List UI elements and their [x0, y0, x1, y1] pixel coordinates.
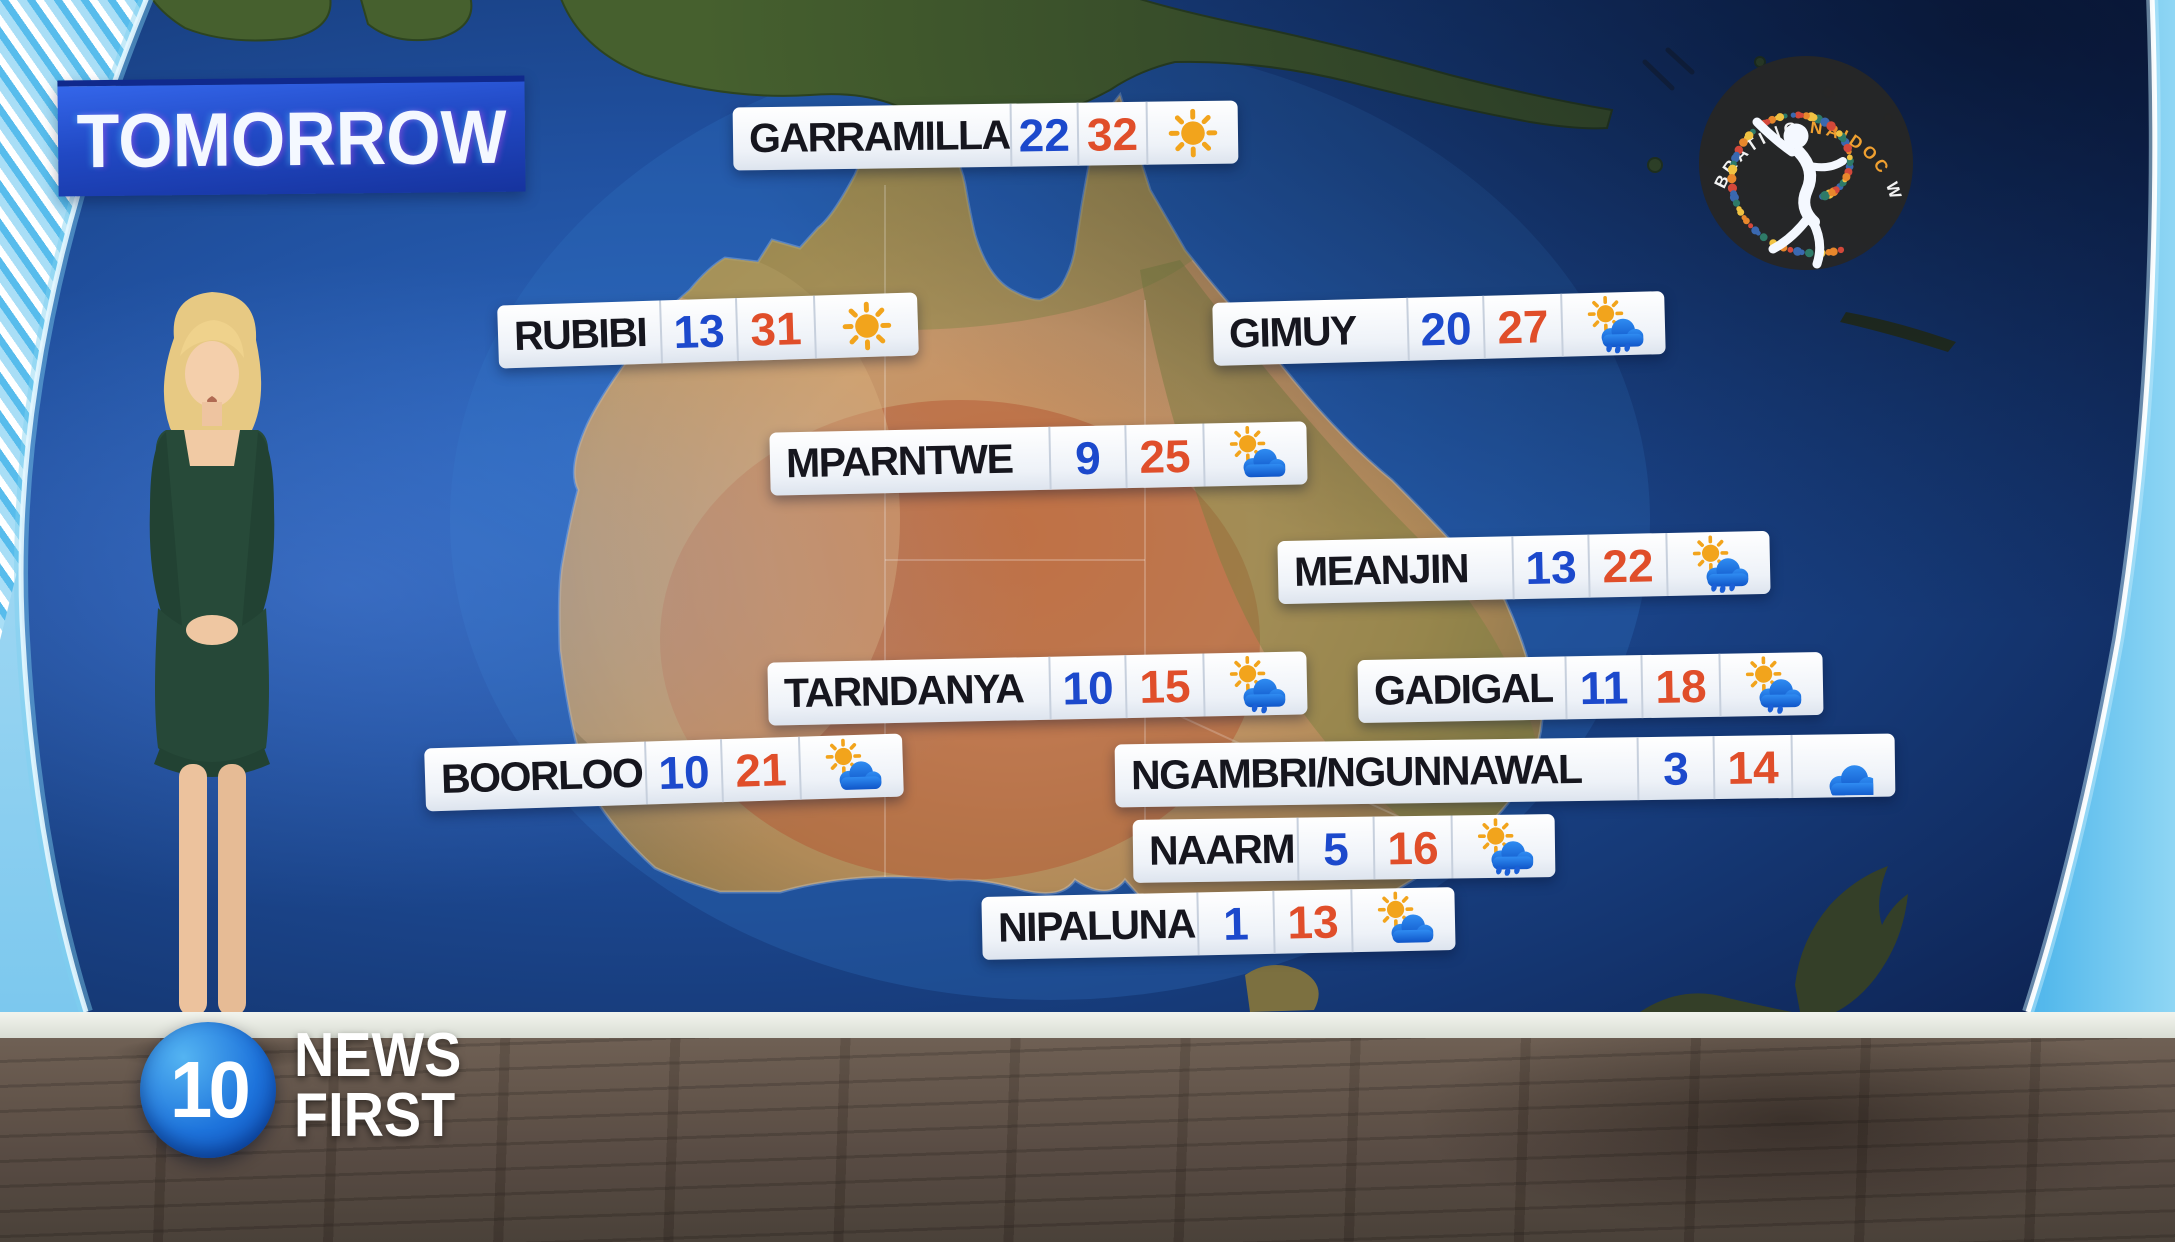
weather-label: MPARNTWE 9 25 — [769, 421, 1308, 496]
max-temp: 18 — [1640, 653, 1720, 719]
location-name: MEANJIN — [1293, 545, 1469, 595]
segment-banner: TOMORROW — [57, 75, 526, 197]
location-name: GARRAMILLA — [748, 111, 1010, 162]
wordmark-line2: FIRST — [294, 1080, 456, 1150]
light-shower-icon — [1718, 651, 1824, 717]
min-temp: 5 — [1296, 816, 1374, 881]
min-temp: 13 — [1511, 534, 1589, 600]
weather-label: NGAMBRI/NGUNNAWAL 3 14 — [1114, 733, 1896, 808]
max-temp: 25 — [1124, 423, 1204, 489]
min-temp: 11 — [1564, 655, 1642, 720]
location-name: MPARNTWE — [785, 435, 1013, 487]
naidoc-week-badge: CELEBRATING NAIDOC WEEK — [1695, 52, 1913, 270]
shower-icon — [1665, 530, 1771, 597]
sunny-icon — [812, 292, 919, 359]
max-temp: 31 — [734, 295, 815, 362]
wordmark-line1: NEWS — [294, 1021, 462, 1090]
weather-label: NIPALUNA 1 13 — [981, 887, 1456, 960]
badge-dancer-figure — [1752, 117, 1847, 269]
channel-10-logo: 10 — [140, 1022, 276, 1158]
shower-icon — [1450, 814, 1556, 879]
light-shower-icon — [1202, 651, 1308, 717]
min-temp: 3 — [1636, 736, 1714, 801]
max-temp: 13 — [1272, 889, 1352, 954]
cloudy-icon — [1790, 733, 1896, 799]
weather-label: TARNDANYA 10 15 — [767, 651, 1308, 726]
partly-cloudy-icon — [797, 733, 904, 800]
weather-label: NAARM 5 16 — [1132, 814, 1556, 883]
presenter-figure — [149, 292, 275, 1035]
location-name: GIMUY — [1228, 307, 1357, 357]
max-temp: 22 — [1587, 533, 1667, 598]
max-temp: 21 — [719, 736, 800, 803]
floor-shadow — [1300, 1038, 2175, 1242]
weather-label: BOORLOO 10 21 — [424, 733, 904, 812]
max-temp: 16 — [1372, 815, 1452, 880]
min-temp: 10 — [1048, 655, 1126, 720]
channel-number: 10 — [169, 1045, 251, 1134]
weather-presenter — [149, 292, 275, 1035]
min-temp: 13 — [659, 298, 737, 364]
min-temp: 22 — [1009, 102, 1078, 167]
weather-label: RUBIBI 13 31 — [497, 292, 919, 369]
weather-label: MEANJIN 13 22 — [1277, 530, 1771, 605]
partly-cloudy-icon — [1350, 887, 1456, 953]
banner-title: TOMORROW — [76, 94, 507, 184]
min-temp: 9 — [1048, 425, 1126, 490]
location-name: BOORLOO — [440, 749, 644, 802]
max-temp: 27 — [1482, 293, 1562, 359]
news-first-wordmark: NEWS FIRST — [294, 1021, 480, 1150]
sunny-icon — [1145, 100, 1239, 165]
location-name: RUBIBI — [513, 308, 647, 360]
shower-icon — [1560, 291, 1666, 357]
max-temp: 15 — [1124, 653, 1204, 719]
min-temp: 1 — [1196, 890, 1274, 956]
location-name: TARNDANYA — [783, 665, 1024, 717]
location-name: NGAMBRI/NGUNNAWAL — [1130, 745, 1582, 799]
max-temp: 14 — [1712, 735, 1792, 800]
max-temp: 32 — [1076, 101, 1147, 166]
wall-baseboard — [0, 1012, 2175, 1038]
location-name: GADIGAL — [1373, 664, 1553, 714]
location-name: NIPALUNA — [997, 900, 1196, 951]
weather-label: GIMUY 20 27 — [1212, 291, 1666, 366]
min-temp: 20 — [1406, 295, 1484, 361]
min-temp: 10 — [644, 739, 722, 805]
weather-label: GADIGAL 11 18 — [1357, 651, 1824, 724]
partly-cloudy-icon — [1202, 421, 1308, 487]
weather-label: GARRAMILLA 22 32 — [732, 100, 1239, 171]
location-name: NAARM — [1148, 825, 1295, 874]
